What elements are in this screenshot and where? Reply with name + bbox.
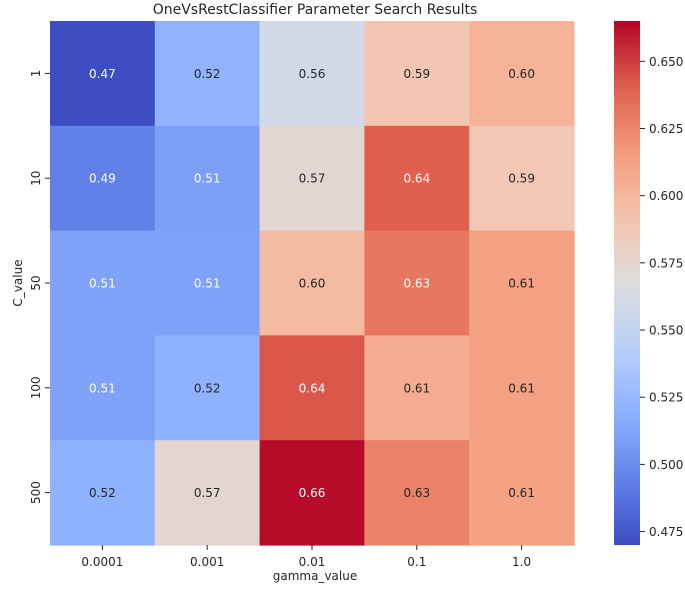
cell-value-label: 0.61 <box>508 486 535 500</box>
y-tick-label: 50 <box>29 275 43 290</box>
heatmap-cell <box>154 125 261 232</box>
heatmap-cell <box>259 230 365 336</box>
heatmap-cell <box>50 440 156 546</box>
heatmap-cell <box>364 335 470 441</box>
cell-value-label: 0.63 <box>403 486 430 500</box>
chart-title: OneVsRestClassifier Parameter Search Res… <box>153 2 478 18</box>
cell-value-label: 0.61 <box>403 381 430 395</box>
heatmap-cell <box>50 125 156 232</box>
heatmap-cell <box>50 21 156 127</box>
heatmap-cell <box>50 335 156 441</box>
heatmap-cell <box>469 440 575 546</box>
cell-value-label: 0.59 <box>403 67 430 81</box>
y-axis-label: C_value <box>11 259 25 306</box>
cell-value-label: 0.52 <box>194 381 221 395</box>
cell-value-label: 0.52 <box>89 486 116 500</box>
colorbar-tick-label: 0.600 <box>649 189 683 203</box>
cell-value-label: 0.56 <box>299 67 326 81</box>
colorbar-tick-label: 0.650 <box>649 55 683 69</box>
cell-value-label: 0.61 <box>508 381 535 395</box>
y-axis-ticks: 1 10 50 100 500 <box>29 70 50 504</box>
cell-value-label: 0.57 <box>299 172 326 186</box>
heatmap-cell <box>469 335 575 441</box>
x-tick-label: 0.1 <box>407 555 426 569</box>
cell-value-label: 0.52 <box>194 67 221 81</box>
x-tick-label: 0.0001 <box>81 555 123 569</box>
cell-value-label: 0.51 <box>194 277 221 291</box>
heatmap-cell <box>154 335 261 441</box>
heatmap-cell <box>154 440 261 546</box>
cell-value-label: 0.61 <box>508 277 535 291</box>
heatmap-cell <box>50 230 156 336</box>
colorbar-ticks: 0.475 0.500 0.525 0.550 0.575 0.600 0.625 0.650 <box>640 55 683 539</box>
colorbar: 0.475 0.500 0.525 0.550 0.575 0.600 0.625 0.650 <box>614 21 683 545</box>
colorbar-tick-label: 0.525 <box>649 391 683 405</box>
x-tick-label: 0.001 <box>190 555 224 569</box>
x-tick-label: 1.0 <box>512 555 531 569</box>
cell-value-labels: 0.47 0.52 0.56 0.59 0.60 0.49 0.51 0.57 0.64 0.59… <box>89 67 535 500</box>
heatmap-cells <box>50 21 575 546</box>
cell-value-label: 0.66 <box>299 486 326 500</box>
cell-value-label: 0.51 <box>194 172 221 186</box>
heatmap-cell <box>364 125 470 232</box>
heatmap-cell <box>469 230 575 336</box>
heatmap-cell <box>364 230 470 336</box>
cell-value-label: 0.51 <box>89 381 116 395</box>
cell-value-label: 0.47 <box>89 67 116 81</box>
heatmap-cell <box>259 21 365 127</box>
colorbar-gradient <box>614 21 640 545</box>
heatmap-cell <box>259 335 365 441</box>
heatmap-cell <box>259 440 365 546</box>
cell-value-label: 0.64 <box>403 172 430 186</box>
cell-value-label: 0.59 <box>508 172 535 186</box>
y-tick-label: 1 <box>29 70 43 78</box>
cell-value-label: 0.64 <box>299 381 326 395</box>
cell-value-label: 0.60 <box>299 277 326 291</box>
cell-value-label: 0.60 <box>508 67 535 81</box>
cell-value-label: 0.49 <box>89 172 116 186</box>
colorbar-tick-label: 0.575 <box>649 256 683 270</box>
heatmap-cell <box>364 21 470 127</box>
heatmap-cell <box>364 440 470 546</box>
heatmap-cell <box>259 125 365 232</box>
colorbar-tick-label: 0.475 <box>649 525 683 539</box>
heatmap-cell <box>154 230 261 336</box>
x-tick-label: 0.01 <box>299 555 326 569</box>
colorbar-tick-label: 0.550 <box>649 324 683 338</box>
cell-value-label: 0.51 <box>89 277 116 291</box>
cell-value-label: 0.63 <box>403 277 430 291</box>
colorbar-tick-label: 0.500 <box>649 458 683 472</box>
y-tick-label: 500 <box>29 481 43 504</box>
x-axis-label: gamma_value <box>273 569 357 583</box>
colorbar-tick-label: 0.625 <box>649 122 683 136</box>
heatmap-cell <box>469 125 575 232</box>
cell-value-label: 0.57 <box>194 486 221 500</box>
x-axis-ticks: 0.0001 0.001 0.01 0.1 1.0 <box>81 545 531 569</box>
heatmap-cell <box>469 21 575 127</box>
y-tick-label: 10 <box>29 171 43 186</box>
y-tick-label: 100 <box>29 376 43 399</box>
heatmap-cell <box>154 21 261 127</box>
